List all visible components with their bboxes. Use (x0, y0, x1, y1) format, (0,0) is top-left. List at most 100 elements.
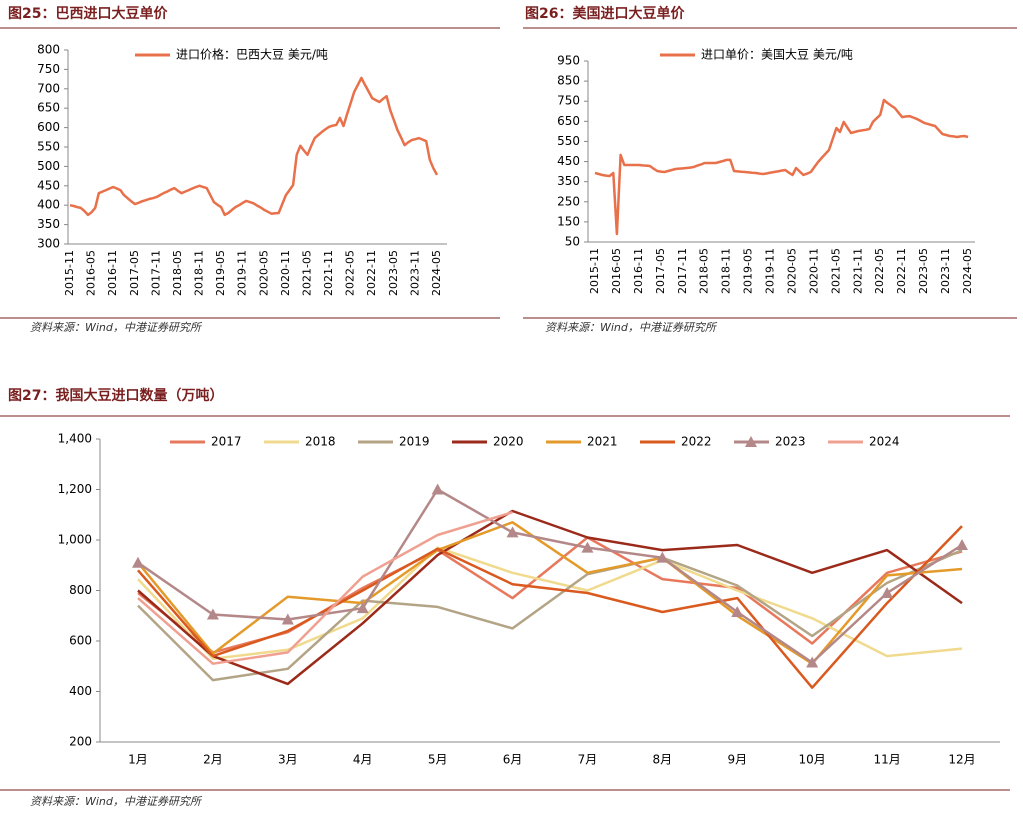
data-line (137, 488, 963, 664)
x-tick-label: 1月 (128, 753, 148, 767)
x-tick-label: 2018-11 (193, 250, 206, 296)
source-note: 资料来源：Wind，中港证券研究所 (30, 795, 203, 808)
data-marker (281, 613, 294, 625)
data-line (137, 536, 963, 654)
x-tick-label: 9月 (727, 753, 747, 767)
y-tick-label: 850 (557, 74, 580, 88)
x-tick-label: 12月 (948, 753, 975, 767)
y-tick-label: 550 (37, 140, 60, 154)
y-tick-label: 1,000 (58, 533, 92, 547)
x-tick-label: 2018-11 (720, 248, 733, 294)
data-line (137, 548, 963, 682)
x-tick-label: 2017-05 (654, 248, 667, 294)
x-tick-label: 2022-05 (344, 250, 357, 296)
y-tick-label: 800 (37, 43, 60, 57)
y-tick-label: 450 (37, 178, 60, 192)
legend-label: 2022 (681, 435, 712, 449)
x-tick-label: 5月 (428, 753, 448, 767)
y-tick-label: 600 (37, 120, 60, 134)
data-line (137, 521, 963, 665)
legend-label: 2019 (399, 435, 430, 449)
x-tick-label: 2015-11 (63, 250, 76, 296)
x-tick-label: 2021-11 (851, 248, 864, 294)
x-tick-label: 2018-05 (171, 250, 184, 296)
x-tick-label: 2015-11 (588, 248, 601, 294)
x-tick-label: 2022-11 (895, 248, 908, 294)
x-tick-label: 2017-11 (676, 248, 689, 294)
legend-label: 2023 (775, 435, 806, 449)
data-marker (656, 551, 669, 563)
x-tick-label: 2016-05 (85, 250, 98, 296)
y-tick-label: 350 (557, 174, 580, 188)
data-line (137, 509, 963, 686)
y-tick-label: 500 (37, 159, 60, 173)
x-tick-label: 2018-05 (698, 248, 711, 294)
data-marker (881, 587, 894, 599)
x-tick-label: 6月 (503, 753, 523, 767)
x-tick-label: 2019-11 (764, 248, 777, 294)
y-tick-label: 250 (557, 194, 580, 208)
x-tick-label: 2023-11 (939, 248, 952, 294)
x-tick-label: 2016-11 (632, 248, 645, 294)
y-tick-label: 400 (37, 198, 60, 212)
y-tick-label: 750 (37, 62, 60, 76)
x-tick-label: 2019-05 (214, 250, 227, 296)
y-tick-label: 200 (69, 735, 92, 749)
y-tick-label: 950 (557, 54, 580, 68)
data-line (137, 546, 963, 660)
legend-label: 2021 (587, 435, 618, 449)
legend-label: 进口单价：美国大豆 美元/吨 (701, 48, 853, 62)
x-tick-label: 2017-05 (128, 250, 141, 296)
legend-label: 2024 (869, 435, 900, 449)
x-tick-label: 2019-11 (236, 250, 249, 296)
x-tick-label: 2020-05 (257, 250, 270, 296)
source-note: 资料来源：Wind，中港证券研究所 (545, 321, 718, 334)
data-marker (731, 605, 744, 617)
x-tick-label: 7月 (578, 753, 598, 767)
y-tick-label: 1,400 (58, 432, 92, 446)
legend-label: 2018 (305, 435, 336, 449)
x-tick-label: 2023-05 (917, 248, 930, 294)
y-tick-label: 800 (69, 583, 92, 597)
y-tick-label: 750 (557, 94, 580, 108)
y-tick-label: 150 (557, 214, 580, 228)
y-tick-label: 50 (565, 235, 580, 249)
data-marker (206, 608, 219, 620)
data-line (137, 511, 513, 665)
x-tick-label: 2019-05 (742, 248, 755, 294)
x-tick-label: 8月 (653, 753, 673, 767)
legend-label: 2020 (493, 435, 524, 449)
x-tick-label: 2020-11 (807, 248, 820, 294)
data-line (594, 98, 969, 236)
source-note: 资料来源：Wind，中港证券研究所 (30, 321, 203, 334)
x-tick-label: 2022-11 (365, 250, 378, 296)
data-marker (356, 602, 369, 614)
x-tick-label: 2020-05 (785, 248, 798, 294)
y-tick-label: 350 (37, 217, 60, 231)
data-marker (506, 526, 519, 538)
y-tick-label: 700 (37, 81, 60, 95)
legend-label: 2017 (211, 435, 242, 449)
y-tick-label: 550 (557, 134, 580, 148)
y-tick-label: 300 (37, 237, 60, 251)
x-tick-label: 10月 (799, 753, 826, 767)
x-tick-label: 3月 (278, 753, 298, 767)
data-marker (132, 556, 144, 568)
x-tick-label: 2023-11 (408, 250, 421, 296)
x-tick-label: 2016-05 (610, 248, 623, 294)
chart-title: 图26：美国进口大豆单价 (525, 5, 685, 22)
legend-label: 进口价格：巴西大豆 美元/吨 (176, 47, 328, 62)
x-tick-label: 2020-11 (279, 250, 292, 296)
x-tick-label: 2022-05 (873, 248, 886, 294)
x-tick-label: 2024-05 (430, 250, 443, 296)
data-marker (581, 541, 594, 553)
data-line (69, 76, 439, 217)
x-tick-label: 2016-11 (106, 250, 119, 296)
x-tick-label: 11月 (873, 753, 900, 767)
data-line (137, 525, 963, 689)
y-tick-label: 450 (557, 154, 580, 168)
x-tick-label: 4月 (353, 753, 373, 767)
chart-title: 图27：我国大豆进口数量（万吨） (8, 387, 223, 404)
